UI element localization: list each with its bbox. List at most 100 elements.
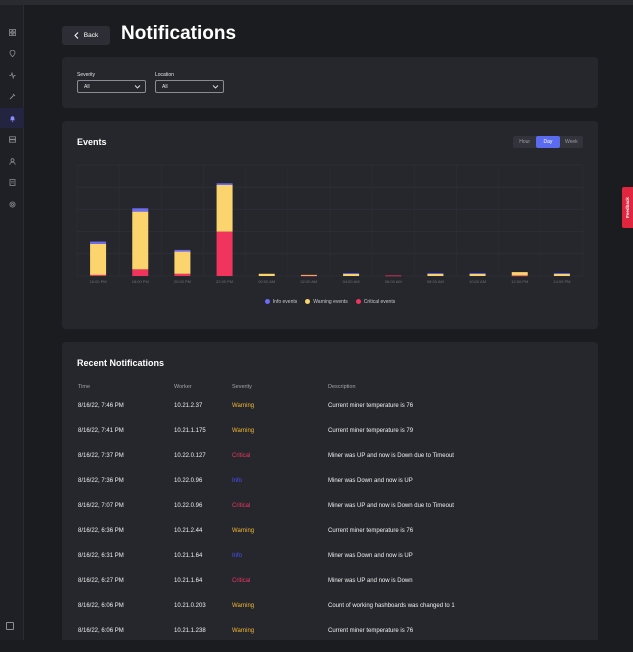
events-chart: 16:00 PM 18:00 PM 20:00 PM 22:00 PM 00:00 AM… <box>76 164 584 284</box>
location-select-value: All <box>162 83 168 90</box>
cell-time: 8/16/22, 6:06 PM <box>78 603 124 609</box>
cell-worker: 10.21.0.203 <box>174 603 206 609</box>
bar-info-events-0 <box>90 241 107 244</box>
table-row[interactable]: 8/16/22, 6:31 PM 10.21.1.64 Info Miner was … <box>62 552 598 577</box>
cell-worker: 10.21.1.238 <box>174 628 206 634</box>
cell-time: 8/16/22, 6:31 PM <box>78 553 124 559</box>
sidebar-item-document[interactable] <box>0 172 24 192</box>
range-day-button[interactable]: Day <box>536 136 560 148</box>
events-card: Events Hour Day Week 16:00 PM 18:00 PM 20:… <box>62 121 598 329</box>
cell-time: 8/16/22, 6:36 PM <box>78 528 124 534</box>
sidebar-item-location-pin[interactable] <box>0 43 24 63</box>
bar-info-events-11 <box>553 273 570 275</box>
legend-info-swatch <box>264 299 270 304</box>
legend-info-label: Info events <box>272 299 298 305</box>
cell-severity: Warning <box>232 528 255 534</box>
sidebar-item-server[interactable] <box>0 129 24 149</box>
table-row[interactable]: 8/16/22, 7:37 PM 10.22.0.127 Critical Miner… <box>62 452 598 477</box>
x-tick-label: 10:00 AM <box>469 279 486 284</box>
bar-warning-events-5 <box>300 274 317 276</box>
bar-warning-events-8 <box>427 273 444 276</box>
table-row[interactable]: 8/16/22, 7:07 PM 10.22.0.96 Critical Miner … <box>62 502 598 527</box>
table-row[interactable]: 8/16/22, 6:36 PM 10.21.2.44 Warning Current… <box>62 527 598 552</box>
cell-description: Current miner temperature is 76 <box>328 528 414 534</box>
bar-warning-events-1 <box>132 211 149 270</box>
sidebar-item-dashboard[interactable] <box>0 22 24 42</box>
recent-notifications-card: Recent Notifications Time Worker Severit… <box>62 342 598 640</box>
severity-label: Severity <box>77 72 96 78</box>
cell-severity: Warning <box>232 628 255 634</box>
legend-critical: Critical events <box>355 299 396 305</box>
x-tick-label: 20:00 PM <box>174 279 191 284</box>
back-button-label: Back <box>83 32 99 39</box>
sidebar-item-tools[interactable] <box>0 86 24 106</box>
legend-critical-swatch <box>355 299 361 304</box>
document-icon <box>9 178 15 186</box>
location-select[interactable]: All <box>155 80 224 93</box>
cell-severity: Critical <box>232 578 251 584</box>
table-row[interactable]: 8/16/22, 6:06 PM 10.21.0.203 Warning Count … <box>62 602 598 627</box>
cell-worker: 10.21.1.175 <box>174 428 206 434</box>
cell-severity: Warning <box>232 603 255 609</box>
cell-description: Count of working hashboards was changed … <box>328 603 455 609</box>
table-row[interactable]: 8/16/22, 6:06 PM 10.21.1.238 Warning Curren… <box>62 627 598 652</box>
cell-time: 8/16/22, 7:36 PM <box>78 478 124 484</box>
cell-description: Miner was UP and now is Down <box>328 578 413 584</box>
cell-description: Miner was UP and now is Down due to Time… <box>328 453 454 459</box>
legend-warning-label: Warning events <box>313 299 348 305</box>
cell-severity: Critical <box>232 503 251 509</box>
x-tick-label: 06:00 AM <box>385 279 402 284</box>
sidebar-item-activity[interactable] <box>0 65 24 85</box>
bar-critical-events-2 <box>174 273 191 276</box>
cell-time: 8/16/22, 7:37 PM <box>78 453 124 459</box>
bar-critical-events-7 <box>385 275 402 277</box>
bar-info-events-9 <box>469 273 486 275</box>
column-worker: Worker <box>174 384 192 390</box>
x-tick-label: 22:00 PM <box>216 279 233 284</box>
sidebar-item-user[interactable] <box>0 151 24 171</box>
cell-severity: Info <box>232 478 243 484</box>
cell-worker: 10.21.2.44 <box>174 528 203 534</box>
back-button[interactable]: Back <box>62 26 110 45</box>
chevron-left-icon <box>74 32 79 39</box>
x-tick-label: 08:00 AM <box>427 279 444 284</box>
bar-warning-events-9 <box>469 273 486 276</box>
range-hour-button[interactable]: Hour <box>519 139 531 145</box>
sidebar-item-gear[interactable] <box>0 194 24 214</box>
top-bar <box>0 0 633 5</box>
tools-icon <box>9 93 15 99</box>
bar-warning-events-3 <box>216 184 233 232</box>
x-tick-label: 00:00 AM <box>258 279 275 284</box>
sidebar-item-bell[interactable] <box>0 108 24 128</box>
recent-title: Recent Notifications <box>77 358 165 368</box>
feedback-tab[interactable]: Feedback <box>622 187 633 228</box>
x-tick-label: 04:00 AM <box>343 279 360 284</box>
cell-worker: 10.21.1.64 <box>174 578 203 584</box>
cell-severity: Info <box>232 553 243 559</box>
column-time: Time <box>78 384 91 390</box>
severity-select-value: All <box>84 83 90 90</box>
table-row[interactable]: 8/16/22, 7:41 PM 10.21.1.175 Warning Curren… <box>62 427 598 452</box>
legend-warning: Warning events <box>305 299 348 305</box>
sidebar <box>0 5 24 640</box>
cell-description: Miner was Down and now is UP <box>328 478 413 484</box>
bar-warning-events-6 <box>343 273 360 276</box>
legend-critical-label: Critical events <box>363 299 396 305</box>
range-week-button[interactable]: Week <box>564 139 578 145</box>
severity-select[interactable]: All <box>77 80 146 93</box>
table-row[interactable]: 8/16/22, 7:46 PM 10.21.2.37 Warning Current… <box>62 402 598 427</box>
bar-critical-events-1 <box>132 269 149 276</box>
column-description: Description <box>328 384 356 390</box>
table-row[interactable]: 8/16/22, 7:36 PM 10.22.0.96 Info Miner was … <box>62 477 598 502</box>
user-icon <box>8 157 16 165</box>
bell-icon <box>9 115 15 122</box>
page-title: Notifications <box>121 23 237 44</box>
collapse-sidebar-icon[interactable] <box>6 622 14 630</box>
bar-warning-events-11 <box>553 273 570 276</box>
table-row[interactable]: 8/16/22, 6:27 PM 10.21.1.64 Critical Miner … <box>62 577 598 602</box>
bar-info-events-2 <box>174 249 191 252</box>
cell-time: 8/16/22, 7:46 PM <box>78 403 124 409</box>
cell-severity: Warning <box>232 403 255 409</box>
bar-critical-events-0 <box>90 274 107 276</box>
cell-worker: 10.21.2.37 <box>174 403 203 409</box>
